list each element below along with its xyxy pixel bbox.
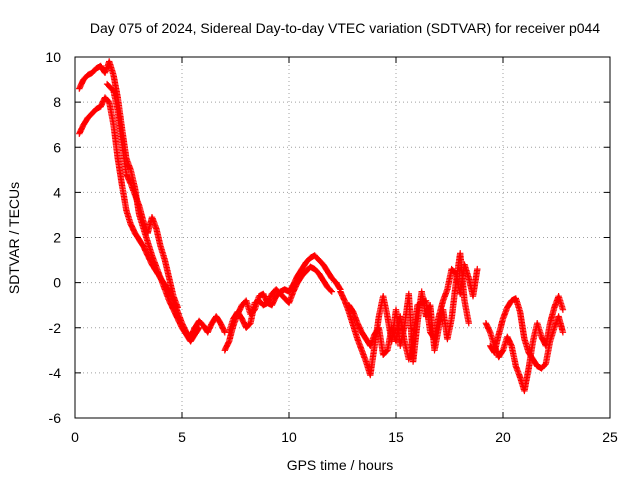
y-tick-label: -6 <box>49 410 62 426</box>
x-axis-ticks: 0 5 10 15 20 25 <box>71 57 618 445</box>
y-axis-ticks: -6 -4 -2 0 2 4 6 8 10 <box>45 49 610 426</box>
y-tick-label: 10 <box>45 49 61 65</box>
x-tick-label: 20 <box>495 429 511 445</box>
data-series <box>76 58 567 395</box>
data-points-track <box>103 80 181 311</box>
y-tick-label: 2 <box>53 230 61 246</box>
data-points-track <box>487 295 567 372</box>
y-tick-label: 4 <box>53 184 61 200</box>
x-tick-label: 0 <box>71 429 79 445</box>
data-points-track <box>76 94 203 345</box>
data-points-track <box>221 252 344 354</box>
data-points-track <box>225 263 335 336</box>
y-axis-label: SDTVAR / TECUs <box>6 182 22 294</box>
x-tick-label: 25 <box>602 429 618 445</box>
x-tick-label: 5 <box>178 429 186 445</box>
y-tick-label: -2 <box>49 320 62 336</box>
y-tick-label: 0 <box>53 275 61 291</box>
data-points-track <box>76 58 228 340</box>
y-tick-label: -4 <box>49 365 62 381</box>
x-tick-label: 10 <box>281 429 297 445</box>
chart-title: Day 075 of 2024, Sidereal Day-to-day VTE… <box>90 20 600 36</box>
y-tick-label: 8 <box>53 94 61 110</box>
y-tick-label: 6 <box>53 139 61 155</box>
x-axis-label: GPS time / hours <box>287 457 394 473</box>
gridlines <box>75 57 610 418</box>
x-tick-label: 15 <box>388 429 404 445</box>
data-points-track <box>345 261 481 363</box>
